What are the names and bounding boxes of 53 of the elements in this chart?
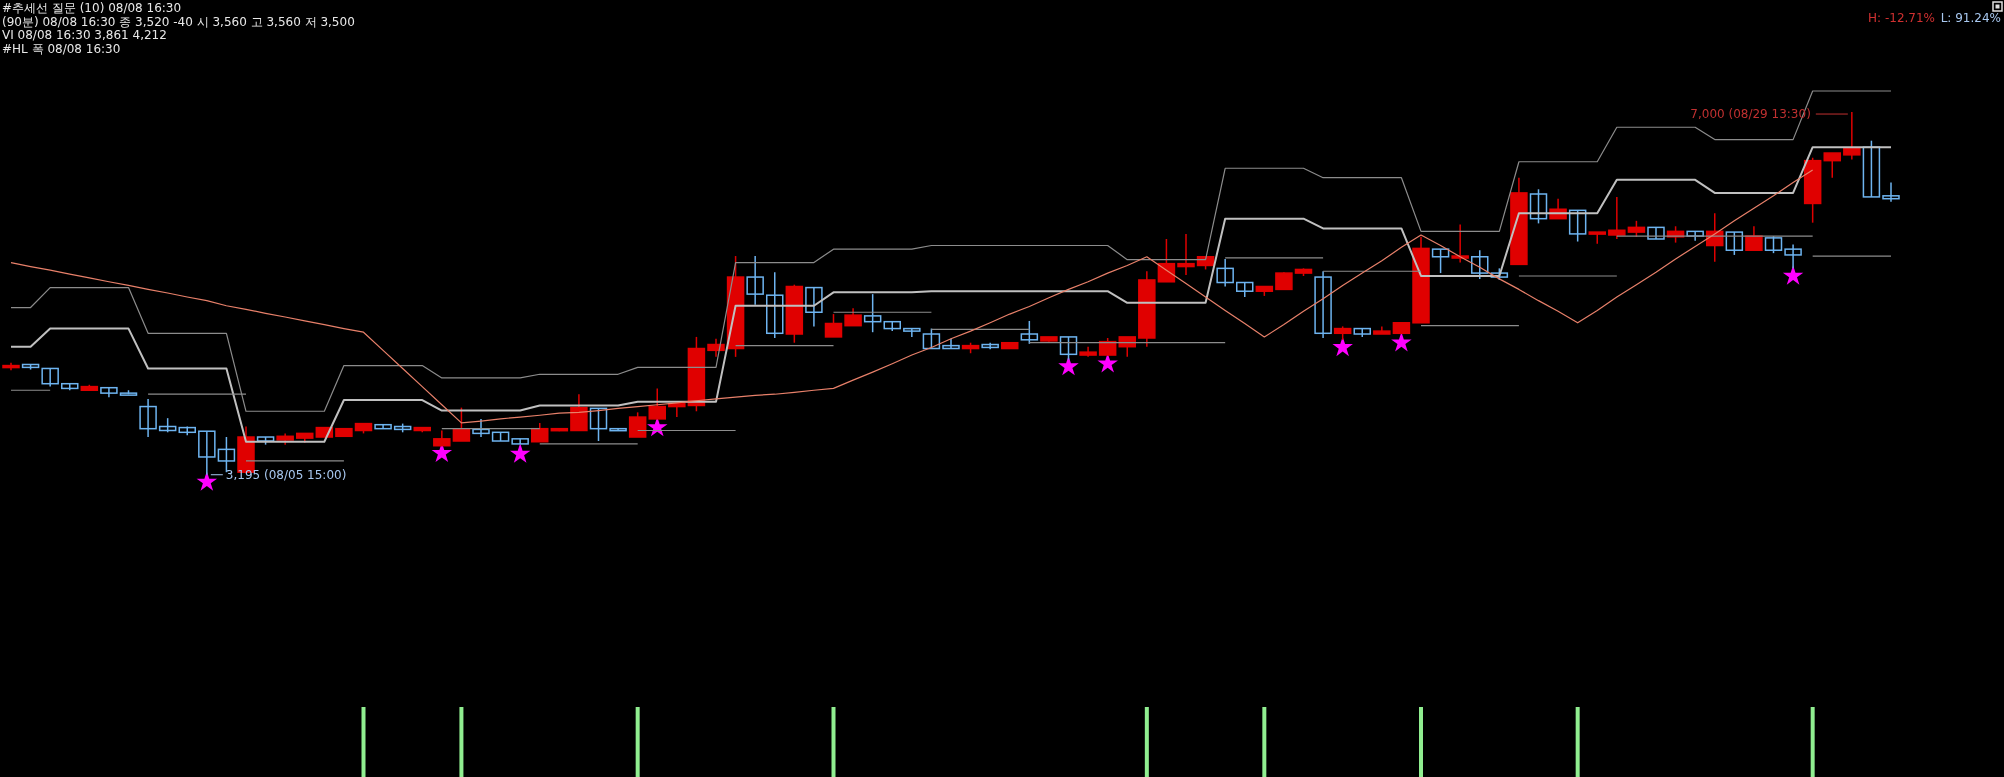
candlestick (589, 407, 608, 442)
candlestick (1647, 226, 1665, 240)
candlestick (1157, 238, 1176, 283)
candlestick (374, 423, 392, 430)
candlestick (531, 422, 549, 443)
text: L: 91.24% (1940, 11, 2001, 25)
text: VI 08/08 16:30 3,861 4,212 (2, 28, 167, 42)
candlestick (707, 337, 725, 358)
candlestick (100, 386, 118, 398)
candlestick (1725, 231, 1744, 256)
point (1782, 265, 1804, 285)
candlestick (1471, 249, 1489, 280)
candlestick (1686, 230, 1704, 242)
candlestick (1216, 258, 1234, 288)
candlestick (942, 337, 960, 350)
candlestick (1862, 139, 1881, 198)
candlestick (903, 327, 921, 338)
candlestick (1314, 270, 1332, 339)
candlestick (1177, 233, 1195, 276)
point (1097, 353, 1118, 373)
candlestick (922, 327, 941, 350)
text: H: -12.71% (1868, 11, 1935, 25)
text: (90분) 08/08 16:30 종 3,520 -40 시 3,560 고 3,560 저 3,500 (2, 14, 355, 29)
candlestick (1608, 196, 1626, 240)
candlestick (41, 367, 59, 388)
candlestick (570, 393, 588, 432)
candlestick (1823, 152, 1841, 179)
candlestick (1745, 225, 1763, 251)
candlestick (1568, 209, 1587, 243)
text: #HL 폭 08/08 16:30 (2, 41, 121, 56)
candlestick (1843, 111, 1861, 161)
candlestick (1236, 281, 1254, 298)
annotation: 3,195 (08/05 15:00) (225, 467, 347, 482)
candlestick (1431, 248, 1450, 274)
candlestick (452, 406, 471, 442)
candlestick (805, 286, 823, 328)
candlestick (863, 293, 882, 333)
point (1332, 336, 1353, 357)
candlestick (766, 271, 784, 339)
candlestick (1020, 320, 1039, 345)
candlestick (139, 398, 157, 438)
candlestick (1451, 223, 1469, 264)
candlestick (628, 411, 647, 438)
candlestick (472, 418, 490, 438)
point (509, 443, 531, 463)
point (1391, 331, 1412, 352)
text: #추세선 질문 (10) 08/08 16:30 (2, 1, 182, 15)
candlestick (1529, 188, 1548, 225)
candlestick (61, 382, 79, 391)
candlestick (824, 313, 843, 338)
candlestick (746, 255, 764, 306)
candlestick (1882, 181, 1900, 203)
annotation: 7,000 (08/29 13:30) (1690, 107, 1811, 122)
